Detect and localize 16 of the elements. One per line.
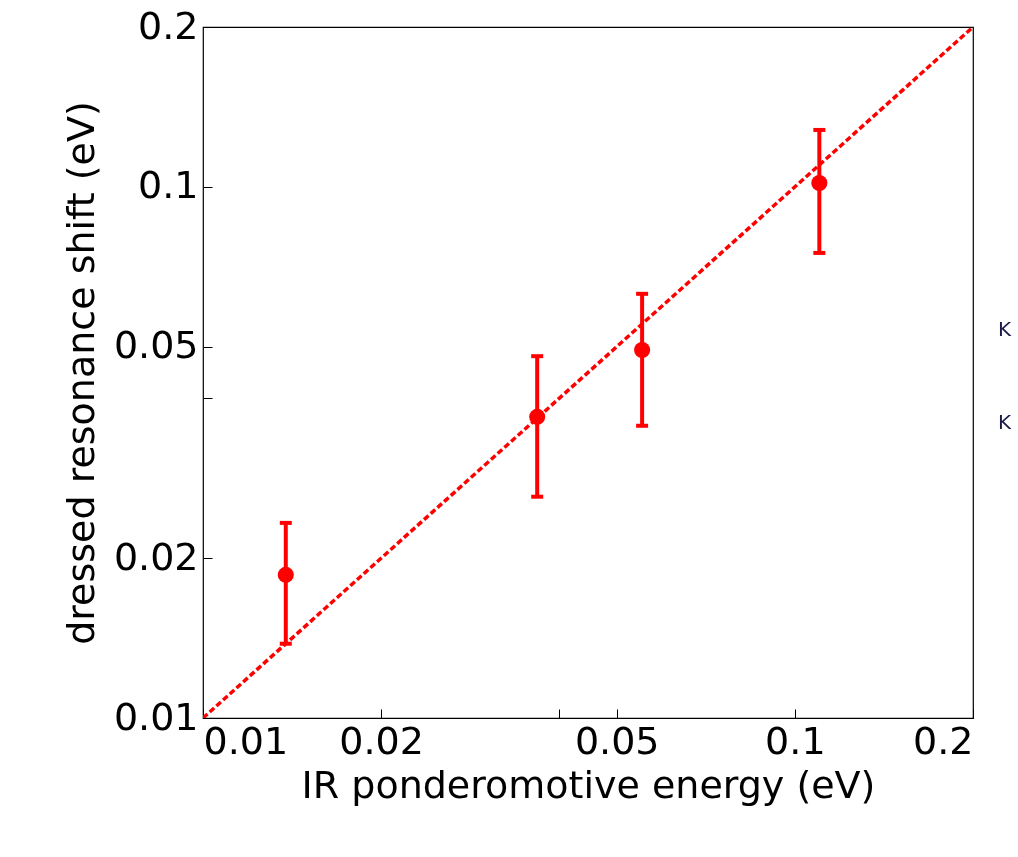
x-tick-label: 0.01 — [203, 718, 289, 763]
x-tick-label: 0.02 — [339, 718, 424, 763]
point — [277, 566, 294, 583]
x-tick-label: 0.1 — [765, 718, 826, 763]
y-tick-label: 0.02 — [113, 534, 199, 579]
y-tick-label: 0.05 — [113, 323, 199, 368]
x-tick-label: 0.2 — [913, 718, 974, 763]
point — [811, 174, 828, 192]
y-tick-label: 0.1 — [138, 163, 199, 208]
text: K — [998, 317, 1012, 341]
x-tick-label: 0.05 — [574, 718, 660, 763]
point — [634, 341, 651, 359]
y-tick-label: 0.2 — [138, 3, 199, 48]
y-axis-title: dressed resonance shift (eV) — [58, 101, 103, 645]
x-axis-title: IR ponderomotive energy (eV) — [301, 762, 876, 807]
text: K — [998, 410, 1012, 434]
